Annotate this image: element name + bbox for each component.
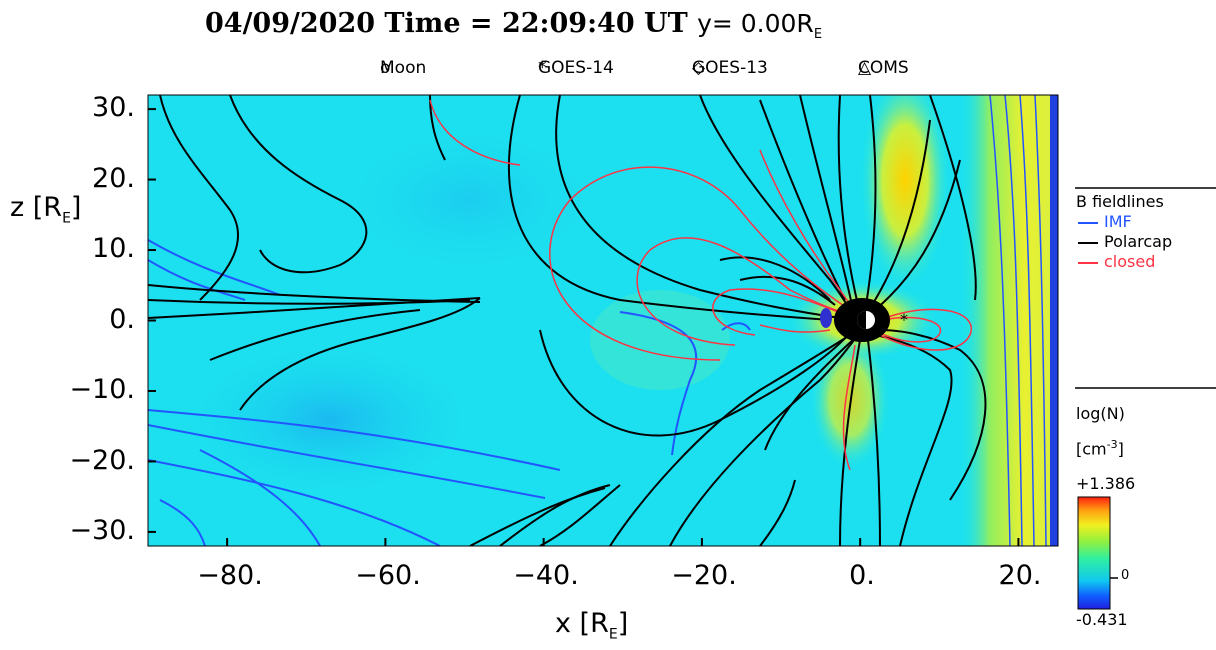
colorbar-unit: [cm-3]	[1076, 438, 1124, 459]
colorbar-quantity: log(N)	[1076, 404, 1125, 423]
x-tick-neg80: −80.	[197, 560, 263, 591]
y-tick-neg20: −20.	[69, 445, 135, 476]
closed-legend-label: closed	[1104, 252, 1156, 271]
colorbar	[1077, 496, 1111, 610]
axis-ticks	[148, 108, 1020, 546]
colorbar-max-label: +1.386	[1076, 474, 1136, 493]
fieldline-legend-title: B fieldlines	[1076, 192, 1164, 211]
goes14-marker: *	[900, 310, 908, 329]
title-slice: y= 0.00RE	[697, 9, 823, 42]
x-tick-neg40: −40.	[513, 560, 579, 591]
y-tick-10: 10.	[92, 233, 135, 264]
imf-fieldlines	[148, 95, 1047, 546]
x-tick-neg60: −60.	[355, 560, 421, 591]
fieldlines	[148, 95, 1047, 546]
title-time-unit: UT	[644, 8, 688, 39]
x-tick-0: 0.	[849, 560, 875, 591]
plot-title: 04/09/2020 Time = 22:09:40 UT y= 0.00RE	[205, 8, 823, 42]
earth-marker	[834, 298, 890, 342]
polarcap-legend-label: Polarcap	[1104, 232, 1173, 251]
title-date: 04/09/2020	[205, 8, 376, 39]
x-tick-neg20: −20.	[671, 560, 737, 591]
title-time-value: 22:09:40	[501, 8, 635, 39]
y-tick-30: 30.	[92, 92, 135, 123]
moon-marker	[820, 308, 832, 328]
y-axis-label: z [RE]	[10, 192, 82, 227]
x-tick-20: 20.	[998, 560, 1042, 591]
x-axis-label: x [RE]	[555, 608, 629, 643]
colorbar-min-label: -0.431	[1076, 610, 1128, 629]
colorbar-zero-label: 0	[1121, 568, 1130, 583]
closed-fieldlines	[429, 99, 973, 471]
imf-legend-label: IMF	[1104, 212, 1132, 231]
title-time-label: Time	[384, 8, 461, 39]
y-tick-neg30: −30.	[69, 515, 135, 546]
y-tick-0: 0.	[109, 304, 135, 335]
polarcap-fieldlines	[148, 95, 987, 546]
y-tick-20: 20.	[92, 163, 135, 194]
y-tick-neg10: −10.	[69, 374, 135, 405]
